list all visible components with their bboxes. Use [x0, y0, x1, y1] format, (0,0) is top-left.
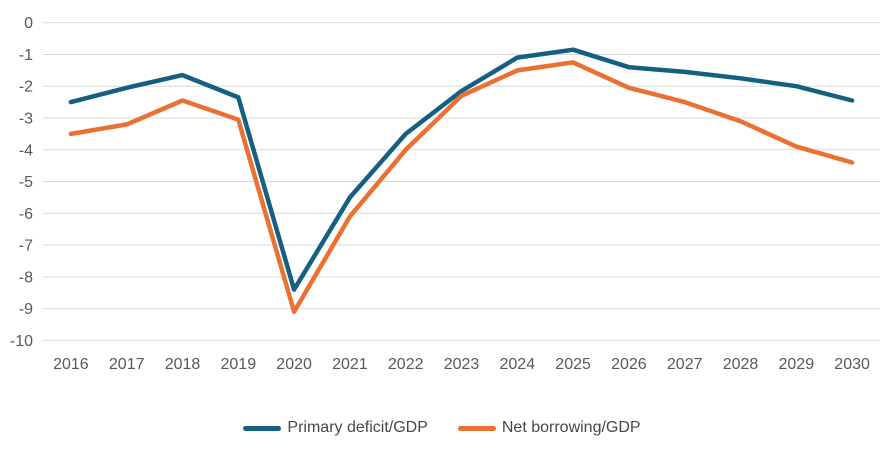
legend-item-primary-deficit: Primary deficit/GDP [243, 419, 428, 437]
y-axis-tick-label: 0 [24, 15, 33, 32]
y-axis-tick-label: -10 [10, 333, 33, 350]
y-axis-tick-label: -4 [19, 142, 33, 159]
x-axis-tick-label: 2022 [388, 356, 424, 373]
chart-legend: Primary deficit/GDP Net borrowing/GDP [0, 419, 884, 437]
x-axis-tick-label: 2028 [723, 356, 759, 373]
series-line-primary-deficit [68, 47, 855, 292]
legend-item-net-borrowing: Net borrowing/GDP [457, 419, 641, 437]
y-axis-tick-label: -2 [19, 79, 33, 96]
x-axis-tick-label: 2016 [53, 356, 89, 373]
x-axis-tick-label: 2021 [332, 356, 368, 373]
x-axis-tick-label: 2020 [276, 356, 312, 373]
y-axis-tick-label: -5 [19, 174, 33, 191]
y-axis-tick-label: -9 [19, 301, 33, 318]
x-axis-tick-label: 2017 [109, 356, 145, 373]
x-axis-tick-label: 2018 [165, 356, 201, 373]
y-axis-tick-label: -3 [19, 111, 33, 128]
x-axis-tick-label: 2030 [834, 356, 870, 373]
legend-swatch-net-borrowing-icon [457, 425, 496, 431]
y-axis-tick-label: -6 [19, 206, 33, 223]
y-axis-tick-label: -7 [19, 238, 33, 255]
y-axis-tick-label: -1 [19, 47, 33, 64]
series-line-net-borrowing [68, 60, 855, 315]
legend-swatch-primary-deficit-icon [243, 425, 282, 431]
x-axis-tick-label: 2026 [611, 356, 647, 373]
x-axis-tick-label: 2024 [500, 356, 536, 373]
x-axis-tick-label: 2023 [444, 356, 480, 373]
x-axis-tick-label: 2019 [221, 356, 257, 373]
x-axis-tick-label: 2025 [555, 356, 591, 373]
legend-label-net-borrowing: Net borrowing/GDP [501, 419, 641, 436]
y-axis-tick-label: -8 [19, 269, 33, 286]
line-chart-plot-area: 0 -1 -2 -3 -4 -5 -6 -7 -8 -9 -10 2016 2017 2018 2019 20… [10, 15, 880, 373]
legend-label-primary-deficit: Primary deficit/GDP [287, 419, 428, 436]
x-axis-tick-label: 2029 [779, 356, 815, 373]
x-axis-tick-label: 2027 [667, 356, 703, 373]
